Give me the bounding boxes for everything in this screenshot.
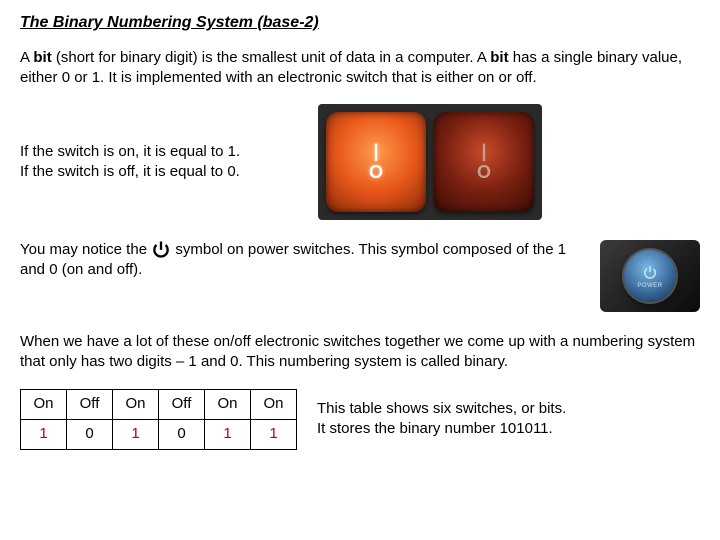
table-cell-value: 0	[67, 419, 113, 449]
table-cell-label: On	[251, 389, 297, 419]
binary-paragraph: When we have a lot of these on/off elect…	[20, 332, 700, 373]
power-icon	[151, 239, 171, 259]
caption-line-1: This table shows six switches, or bits.	[317, 399, 566, 419]
table-row: 1 0 1 0 1 1	[21, 419, 297, 449]
table-cell-label: On	[21, 389, 67, 419]
switch-on-text: If the switch is on, it is equal to 1.	[20, 142, 300, 162]
switch-off-text: If the switch is off, it is equal to 0.	[20, 162, 300, 182]
bits-table-row: On Off On Off On On 1 0 1 0 1 1 This tab…	[20, 389, 700, 450]
switch-off-icon: | O	[434, 112, 534, 212]
power-text-1: You may notice the	[20, 241, 151, 258]
switch-example-row: If the switch is on, it is equal to 1. I…	[20, 104, 700, 220]
table-cell-label: Off	[159, 389, 205, 419]
intro-text-2: (short for binary digit) is the smallest…	[52, 49, 491, 66]
power-button-label: POWER	[637, 282, 662, 290]
table-caption: This table shows six switches, or bits. …	[317, 399, 566, 440]
intro-text-1: A	[20, 49, 33, 66]
switch-zero-glyph: O	[369, 162, 383, 184]
power-text-block: You may notice the symbol on power switc…	[20, 240, 586, 281]
table-cell-value: 1	[205, 419, 251, 449]
table-cell-label: Off	[67, 389, 113, 419]
intro-bold-1: bit	[33, 49, 51, 66]
table-cell-value: 1	[113, 419, 159, 449]
table-cell-value: 0	[159, 419, 205, 449]
page-title: The Binary Numbering System (base-2)	[20, 12, 700, 34]
table-cell-label: On	[113, 389, 159, 419]
intro-bold-2: bit	[490, 49, 508, 66]
intro-paragraph: A bit (short for binary digit) is the sm…	[20, 48, 700, 89]
switch-one-glyph: |	[481, 141, 486, 163]
power-button-illustration: POWER	[600, 240, 700, 312]
switch-one-glyph: |	[373, 141, 378, 163]
table-cell-value: 1	[21, 419, 67, 449]
switch-zero-glyph: O	[477, 162, 491, 184]
power-symbol-row: You may notice the symbol on power switc…	[20, 240, 700, 312]
switches-illustration: | O | O	[318, 104, 542, 220]
switch-text-block: If the switch is on, it is equal to 1. I…	[20, 142, 300, 183]
switch-on-icon: | O	[326, 112, 426, 212]
table-row: On Off On Off On On	[21, 389, 297, 419]
table-cell-label: On	[205, 389, 251, 419]
caption-line-2: It stores the binary number 101011.	[317, 419, 566, 439]
table-cell-value: 1	[251, 419, 297, 449]
power-button-ring: POWER	[624, 250, 676, 302]
bits-table: On Off On Off On On 1 0 1 0 1 1	[20, 389, 297, 450]
